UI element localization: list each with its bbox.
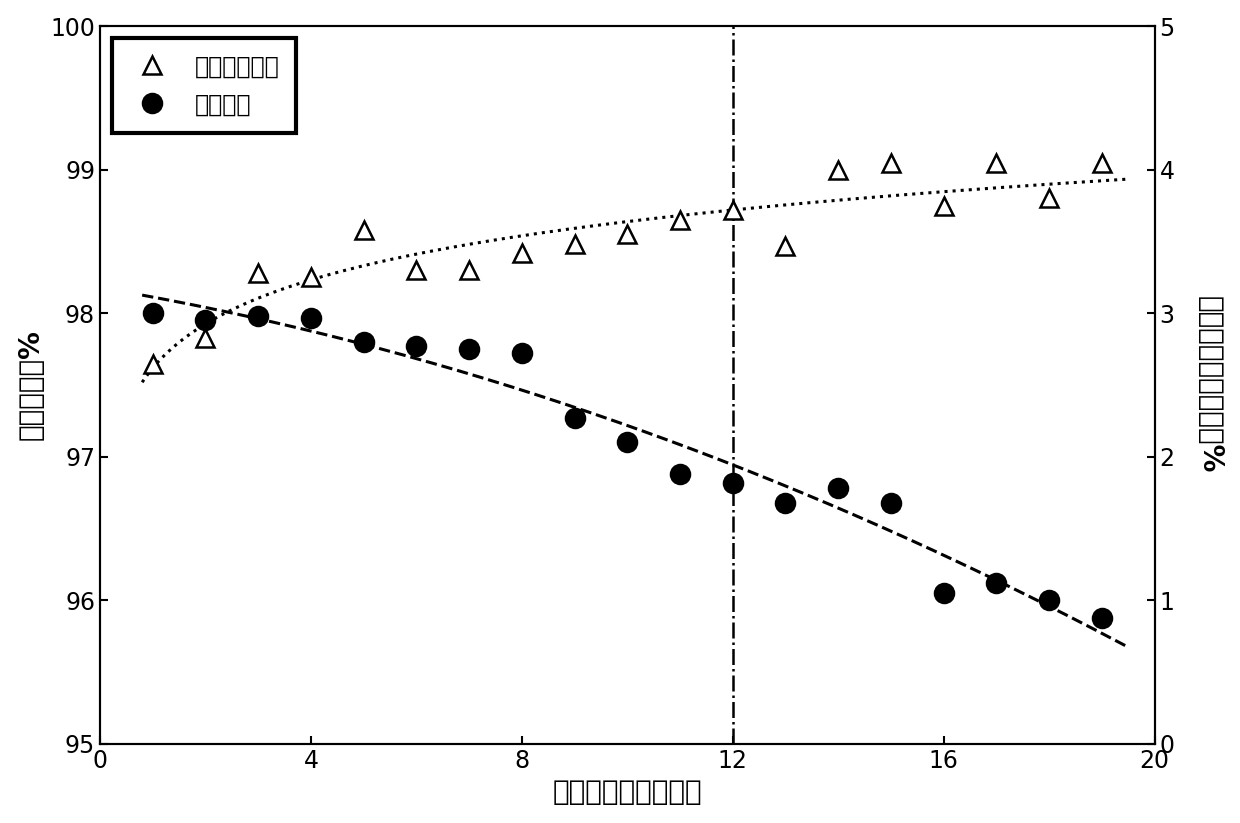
Y-axis label: 浆中半纤维素含量，%: 浆中半纤维素含量，% [1195, 296, 1224, 474]
X-axis label: 冷碱滤出液循环次数: 冷碱滤出液循环次数 [553, 779, 702, 807]
Y-axis label: 甲纤含量，%: 甲纤含量，% [16, 329, 45, 440]
Legend: 半纤维素含量, 甲纤含量: 半纤维素含量, 甲纤含量 [112, 38, 295, 133]
